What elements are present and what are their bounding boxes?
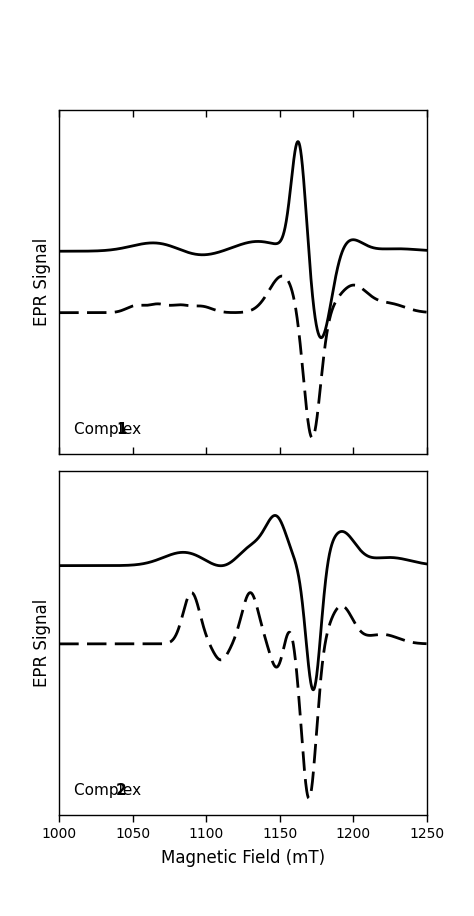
- Y-axis label: EPR Signal: EPR Signal: [33, 238, 51, 326]
- Text: 2: 2: [116, 783, 127, 798]
- X-axis label: Magnetic Field (mT): Magnetic Field (mT): [161, 849, 325, 867]
- Text: Complex: Complex: [74, 783, 146, 798]
- Text: 1: 1: [116, 421, 127, 437]
- Y-axis label: EPR Signal: EPR Signal: [33, 599, 51, 687]
- Text: Complex: Complex: [74, 421, 146, 437]
